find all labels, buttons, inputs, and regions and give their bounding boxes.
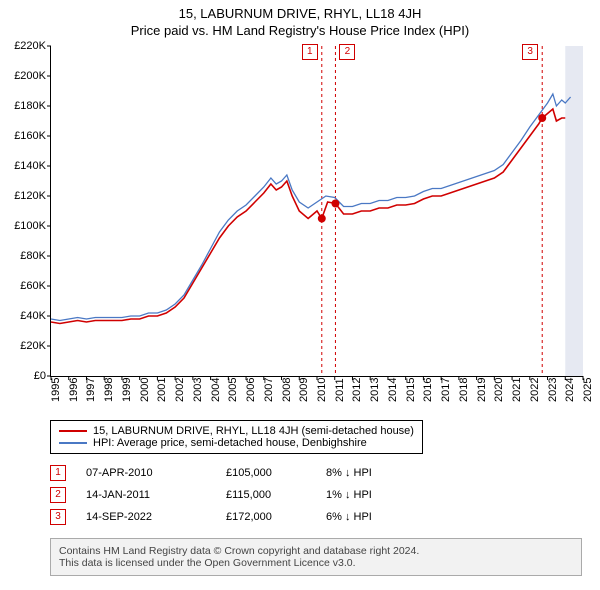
- chart-title: 15, LABURNUM DRIVE, RHYL, LL18 4JH: [0, 0, 600, 21]
- chart-container: 15, LABURNUM DRIVE, RHYL, LL18 4JH Price…: [0, 0, 600, 590]
- legend-label: HPI: Average price, semi-detached house,…: [93, 437, 367, 449]
- attribution-line2: This data is licensed under the Open Gov…: [59, 557, 573, 569]
- marker-number-box: 1: [50, 465, 66, 481]
- attribution-line1: Contains HM Land Registry data © Crown c…: [59, 545, 573, 557]
- y-axis-tick-label: £100K: [0, 220, 46, 232]
- marker-price: £105,000: [226, 467, 326, 479]
- chart-svg: [51, 46, 583, 376]
- marker-date: 07-APR-2010: [86, 467, 226, 479]
- markers-table: 1 07-APR-2010£105,0008% ↓ HPI 2 14-JAN-2011…: [50, 462, 446, 528]
- x-axis-tick-label: 2025: [582, 378, 600, 402]
- marker-pct: 6% ↓ HPI: [326, 511, 446, 523]
- y-axis-tick-label: £20K: [0, 340, 46, 352]
- chart-marker-label: 3: [522, 44, 538, 60]
- legend-swatch: [59, 430, 87, 432]
- y-axis-tick-label: £80K: [0, 250, 46, 262]
- y-axis-tick-label: £120K: [0, 190, 46, 202]
- y-axis-tick-label: £180K: [0, 100, 46, 112]
- y-axis-tick-label: £220K: [0, 40, 46, 52]
- y-axis-tick-label: £160K: [0, 130, 46, 142]
- legend-row: 15, LABURNUM DRIVE, RHYL, LL18 4JH (semi…: [59, 425, 414, 437]
- legend-swatch: [59, 442, 87, 444]
- marker-date: 14-SEP-2022: [86, 511, 226, 523]
- y-axis-tick-label: £0: [0, 370, 46, 382]
- marker-row: 3 14-SEP-2022£172,0006% ↓ HPI: [50, 506, 446, 528]
- marker-number-box: 3: [50, 509, 66, 525]
- marker-price: £172,000: [226, 511, 326, 523]
- marker-row: 1 07-APR-2010£105,0008% ↓ HPI: [50, 462, 446, 484]
- chart-marker-label: 2: [339, 44, 355, 60]
- legend-row: HPI: Average price, semi-detached house,…: [59, 437, 414, 449]
- marker-row: 2 14-JAN-2011£115,0001% ↓ HPI: [50, 484, 446, 506]
- marker-pct: 1% ↓ HPI: [326, 489, 446, 501]
- marker-price: £115,000: [226, 489, 326, 501]
- y-axis-tick-label: £60K: [0, 280, 46, 292]
- y-axis-tick-label: £200K: [0, 70, 46, 82]
- y-axis-tick-label: £40K: [0, 310, 46, 322]
- legend: 15, LABURNUM DRIVE, RHYL, LL18 4JH (semi…: [50, 420, 423, 454]
- chart-plot-area: 1 2 3: [50, 46, 583, 377]
- y-axis-tick-label: £140K: [0, 160, 46, 172]
- marker-date: 14-JAN-2011: [86, 489, 226, 501]
- chart-subtitle: Price paid vs. HM Land Registry's House …: [0, 21, 600, 38]
- legend-label: 15, LABURNUM DRIVE, RHYL, LL18 4JH (semi…: [93, 425, 414, 437]
- marker-pct: 8% ↓ HPI: [326, 467, 446, 479]
- chart-marker-label: 1: [302, 44, 318, 60]
- attribution-box: Contains HM Land Registry data © Crown c…: [50, 538, 582, 576]
- marker-number-box: 2: [50, 487, 66, 503]
